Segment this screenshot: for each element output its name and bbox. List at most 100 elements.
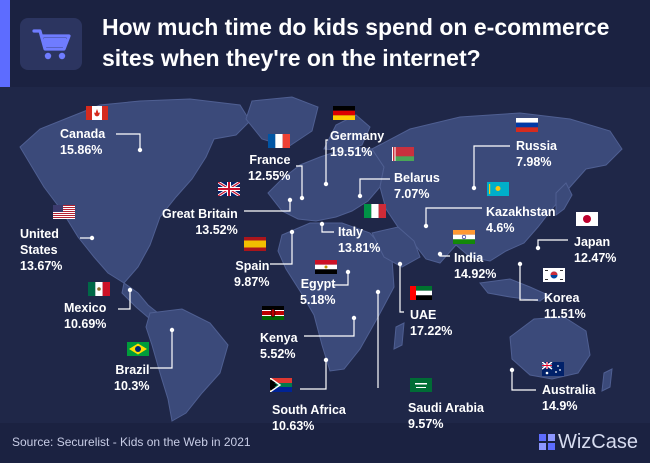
country-label-india: India 14.92% (454, 250, 496, 282)
country-label-brazil: Brazil 10.3% (114, 362, 149, 394)
marker-egypt (345, 269, 351, 275)
country-label-belarus: Belarus 7.07% (394, 170, 440, 202)
flag-france-icon (268, 134, 290, 148)
country-name: United States (20, 227, 59, 257)
leader-spain (270, 232, 293, 265)
country-value: 19.51% (330, 145, 373, 159)
country-name: Australia (542, 383, 596, 397)
land-australia (509, 316, 591, 380)
flag-great-britain-icon (218, 182, 240, 196)
country-label-korea: Korea 11.51% (544, 290, 586, 322)
country-label-mexico: Mexico 10.69% (64, 300, 106, 332)
country-value: 13.52% (195, 223, 238, 237)
country-label-russia: Russia 7.98% (516, 138, 557, 170)
land-madagascar (393, 322, 405, 350)
country-value: 15.86% (60, 143, 103, 157)
leader-egypt (332, 272, 349, 286)
country-value: 9.57% (408, 417, 444, 431)
country-name: Canada (60, 127, 106, 141)
flag-kazakhstan-icon (487, 182, 509, 196)
flag-uae-icon (410, 286, 432, 300)
leader-japan (537, 239, 568, 248)
flag-korea-icon (543, 268, 565, 282)
country-value: 17.22% (410, 324, 453, 338)
land-greenland (245, 96, 319, 148)
land-japan (555, 182, 573, 216)
country-value: 14.92% (454, 267, 497, 281)
leader-uae (399, 264, 404, 313)
marker-france (299, 195, 305, 201)
marker-belarus (357, 193, 363, 199)
country-label-uae: UAE 17.22% (410, 307, 452, 339)
flag-australia-icon (542, 362, 564, 376)
marker-australia (509, 367, 515, 373)
marker-russia (471, 185, 477, 191)
leader-brazil (150, 330, 173, 369)
marker-canada (137, 147, 143, 153)
marker-saudi-arabia (375, 289, 381, 295)
country-name: UAE (410, 308, 437, 322)
leader-australia (511, 370, 536, 391)
flag-saudi-arabia-icon (410, 378, 432, 392)
flag-brazil-icon (127, 342, 149, 356)
country-name: Egypt (300, 277, 336, 291)
country-value: 4.6% (486, 221, 515, 235)
chart-title: How much time do kids spend on e-commerc… (102, 12, 642, 74)
flag-united-states-icon (53, 205, 75, 219)
land-north-america (19, 98, 251, 284)
country-label-saudi-arabia: Saudi Arabia 9.57% (408, 400, 484, 432)
land-new-zealand (601, 368, 613, 392)
land-africa (277, 222, 395, 372)
country-value: 5.52% (260, 347, 296, 361)
land-south-america (145, 308, 229, 422)
country-name: South Africa (272, 403, 346, 417)
country-name: Spain (235, 259, 270, 273)
country-value: 13.81% (338, 241, 381, 255)
marker-kazakhstan (423, 223, 429, 229)
country-name: Germany (330, 129, 385, 143)
land-indonesia (479, 278, 549, 302)
country-label-japan: Japan 12.47% (574, 234, 616, 266)
leader-kazakhstan (425, 207, 482, 226)
country-name: Japan (574, 235, 611, 249)
shopping-cart-icon (32, 29, 71, 60)
source-note: Source: Securelist - Kids on the Web in … (12, 435, 251, 449)
country-value: 12.47% (574, 251, 617, 265)
country-value: 10.69% (64, 317, 107, 331)
country-name: Italy (338, 225, 364, 239)
land-scandinavia (323, 114, 371, 152)
leader-great-britain (244, 200, 291, 212)
marker-germany (323, 181, 329, 187)
marker-mexico (127, 287, 133, 293)
leader-italy (321, 224, 334, 233)
country-label-spain: Spain 9.87% (234, 258, 269, 290)
country-name: Belarus (394, 171, 440, 185)
country-name: Kenya (260, 331, 298, 345)
country-label-great-britain: Great Britain 13.52% (162, 206, 238, 238)
country-value: 9.87% (234, 275, 270, 289)
country-name: Korea (544, 291, 580, 305)
country-label-egypt: Egypt 5.18% (300, 276, 335, 308)
marker-india (437, 251, 443, 257)
country-value: 12.55% (248, 169, 291, 183)
country-value: 7.98% (516, 155, 552, 169)
marker-spain (289, 229, 295, 235)
leader-korea (519, 264, 538, 301)
marker-japan (535, 245, 541, 251)
country-name: India (454, 251, 484, 265)
leader-south-africa (300, 360, 327, 390)
country-label-kazakhstan: Kazakhstan 4.6% (486, 204, 555, 236)
leader-belarus (359, 178, 390, 196)
wizcase-logo: WizCase (538, 431, 638, 454)
country-label-germany: Germany 19.51% (330, 128, 384, 160)
country-value: 14.9% (542, 399, 578, 413)
cart-badge (20, 18, 82, 70)
marker-italy (319, 221, 325, 227)
marker-korea (517, 261, 523, 267)
country-value: 5.18% (300, 293, 336, 307)
title-line-1: How much time do kids spend on e-commerc… (102, 14, 610, 40)
footer-bar: Source: Securelist - Kids on the Web in … (0, 423, 650, 463)
country-value: 10.63% (272, 419, 315, 433)
